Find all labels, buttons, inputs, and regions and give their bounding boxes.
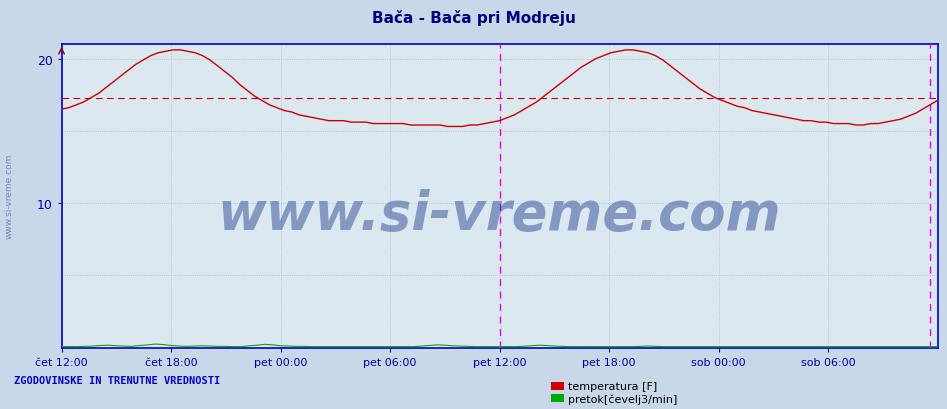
Text: temperatura [F]: temperatura [F] — [568, 382, 657, 391]
Text: www.si-vreme.com: www.si-vreme.com — [5, 154, 14, 239]
Text: ZGODOVINSKE IN TRENUTNE VREDNOSTI: ZGODOVINSKE IN TRENUTNE VREDNOSTI — [14, 375, 221, 385]
Text: Bača - Bača pri Modreju: Bača - Bača pri Modreju — [371, 10, 576, 26]
Text: pretok[čevelj3/min]: pretok[čevelj3/min] — [568, 393, 677, 404]
Text: www.si-vreme.com: www.si-vreme.com — [218, 189, 781, 240]
